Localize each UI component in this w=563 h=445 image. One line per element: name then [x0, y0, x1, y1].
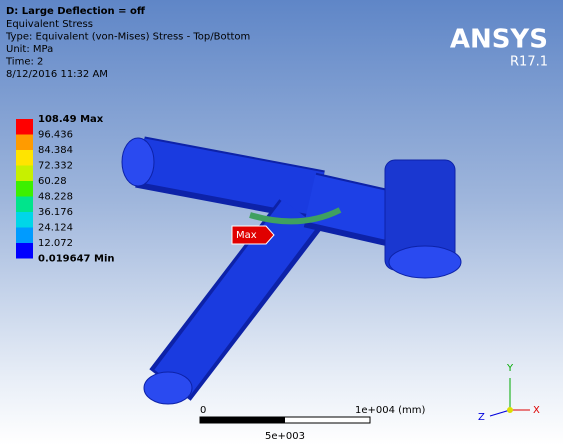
triad-z: Z	[478, 412, 485, 423]
header-line: Type: Equivalent (von-Mises) Stress - To…	[5, 32, 250, 43]
triad	[490, 378, 530, 416]
viewport: D: Large Deflection = off Equivalent Str…	[0, 0, 563, 445]
scale-start: 0	[200, 405, 206, 416]
logo-version: R17.1	[510, 55, 548, 70]
legend-label: 24.124	[38, 223, 73, 234]
header-line: Equivalent Stress	[6, 19, 93, 30]
legend-swatch	[16, 212, 33, 228]
legend-swatch	[16, 243, 33, 259]
header-line: 8/12/2016 11:32 AM	[6, 69, 108, 80]
legend-label: 84.384	[38, 145, 73, 156]
legend-swatch	[16, 228, 33, 244]
probe-label: Max	[236, 230, 257, 241]
legend-label: 96.436	[38, 130, 73, 141]
header-line: Unit: MPa	[6, 44, 53, 55]
scene: D: Large Deflection = off Equivalent Str…	[0, 0, 563, 445]
header-title: D: Large Deflection = off	[6, 6, 146, 17]
legend-label: 0.019647 Min	[38, 254, 114, 265]
legend-swatch	[16, 150, 33, 166]
legend: 108.49 Max 96.436 84.384 72.332 60.28 48.228 3…	[16, 114, 114, 265]
scale-middle: 5e+003	[265, 431, 305, 442]
legend-swatch	[16, 135, 33, 151]
logo-name: ANSYS	[450, 25, 548, 55]
legend-label: 72.332	[38, 161, 73, 172]
legend-swatch	[16, 166, 33, 182]
model	[122, 138, 461, 404]
legend-label: 48.228	[38, 192, 73, 203]
legend-label: 12.072	[38, 238, 73, 249]
legend-swatch	[16, 119, 33, 135]
header-line: Time: 2	[5, 57, 43, 68]
legend-swatch	[16, 181, 33, 197]
legend-label: 108.49 Max	[38, 114, 104, 125]
legend-label: 60.28	[38, 176, 67, 187]
scale-end: 1e+004 (mm)	[355, 405, 426, 416]
triad-y: Y	[506, 363, 514, 374]
legend-label: 36.176	[38, 207, 73, 218]
triad-x: X	[533, 405, 540, 416]
legend-swatch	[16, 197, 33, 213]
header-lines: Equivalent Stress Type: Equivalent (von-M…	[5, 19, 250, 80]
scale-bar	[200, 417, 370, 423]
